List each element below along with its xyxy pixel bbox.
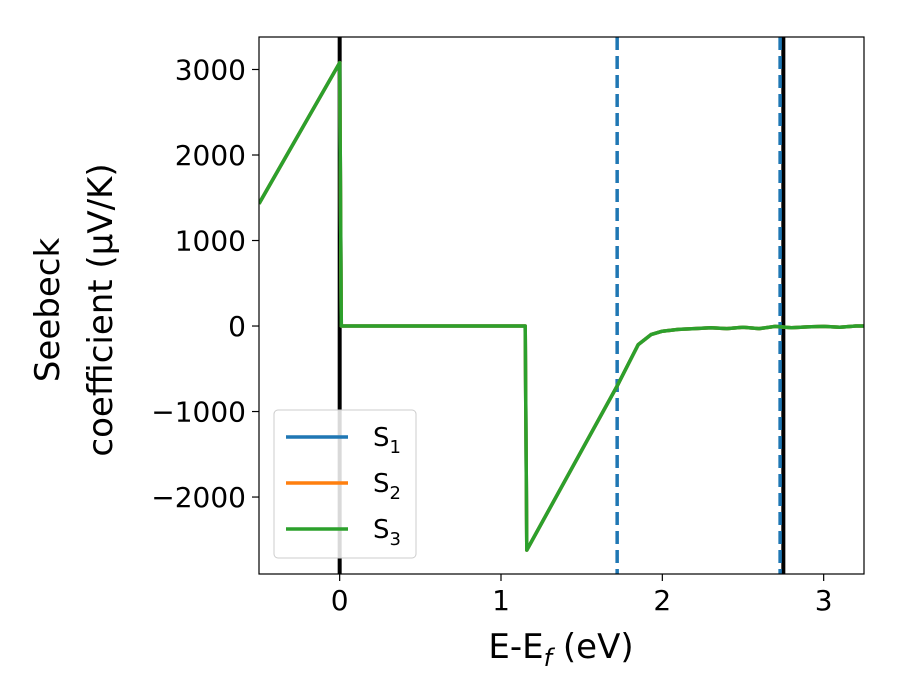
y-tick-label: −2000	[151, 481, 246, 514]
series-line-s3	[259, 60, 864, 552]
legend-label-s1: S1	[373, 423, 401, 458]
y-tick-label: 1000	[175, 225, 246, 258]
x-axis-title: E-Ef (eV)	[488, 627, 633, 672]
x-tick-label: 3	[815, 584, 833, 617]
x-tick-label: 2	[653, 584, 671, 617]
x-tick-label: 0	[331, 584, 349, 617]
x-tick-label: 1	[492, 584, 510, 617]
y-tick-label: 2000	[175, 139, 246, 172]
legend-label-s3: S3	[373, 515, 401, 550]
plot-frame	[258, 36, 865, 575]
legend-label-s2: S2	[373, 469, 401, 504]
y-axis-title-line2: coefficient (μV/K)	[81, 163, 121, 456]
y-axis-title: Seebeck coefficient (μV/K)	[28, 163, 121, 456]
y-tick-label: −1000	[151, 396, 246, 429]
y-tick-label: 0	[228, 310, 246, 343]
legend: S1 S2 S3	[273, 409, 417, 559]
y-axis-title-line1: Seebeck	[28, 238, 68, 383]
y-tick-label: 3000	[175, 53, 246, 86]
series-group	[259, 60, 864, 552]
y-axis: 3000 2000 1000 0 −1000 −2000	[151, 53, 259, 514]
x-axis: 0 1 2 3	[331, 574, 833, 617]
